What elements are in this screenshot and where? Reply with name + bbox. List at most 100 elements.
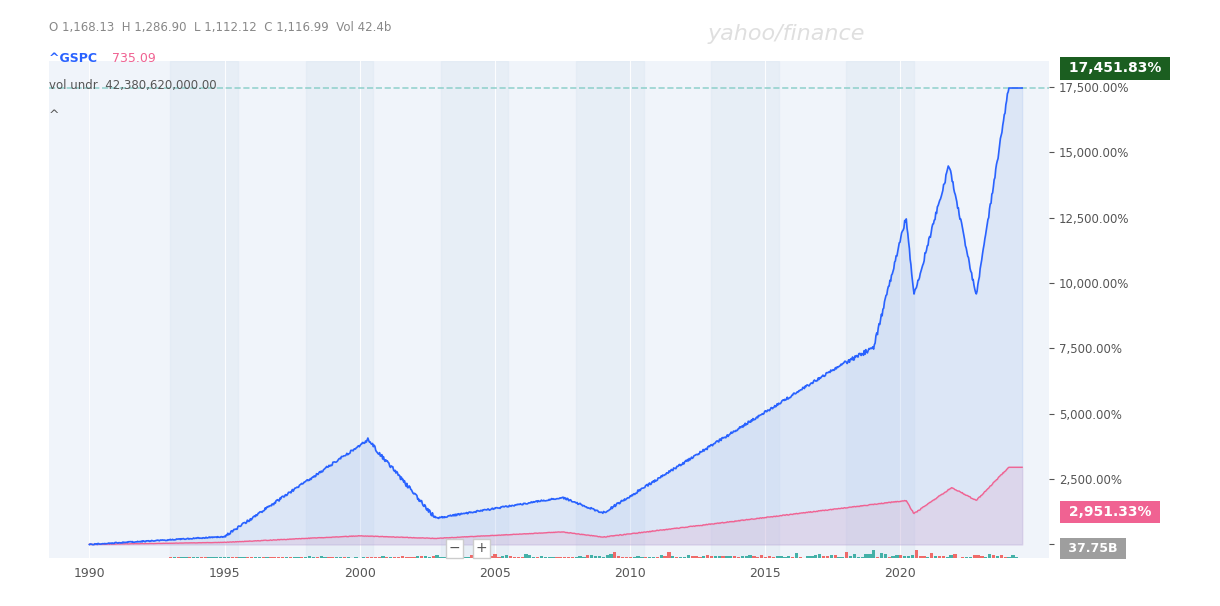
Bar [254, 557, 257, 558]
Bar [972, 555, 976, 558]
Bar [516, 557, 520, 558]
Bar [525, 554, 527, 558]
Bar [795, 553, 798, 558]
Text: ^GSPC: ^GSPC [49, 52, 101, 64]
Bar [594, 556, 597, 558]
Bar [892, 556, 894, 558]
Bar [726, 556, 728, 558]
Bar [493, 554, 497, 558]
Bar [930, 553, 933, 558]
Bar [586, 554, 589, 558]
Bar [598, 556, 601, 558]
Bar [486, 554, 489, 558]
Bar [296, 556, 300, 558]
Bar [949, 555, 953, 558]
Bar [985, 557, 987, 558]
Text: yahoo/finance: yahoo/finance [708, 24, 865, 44]
Bar [860, 557, 864, 558]
Bar [935, 556, 937, 558]
Bar [942, 556, 946, 558]
Bar [470, 555, 473, 558]
Bar [605, 555, 609, 558]
Bar [617, 556, 620, 558]
Bar [578, 556, 582, 558]
Bar [306, 61, 373, 558]
Bar [277, 557, 281, 558]
Bar [323, 556, 327, 558]
Bar [953, 554, 956, 558]
Text: +: + [476, 541, 487, 555]
Bar [671, 556, 675, 558]
Bar [822, 556, 825, 558]
Bar [938, 556, 941, 558]
Bar [475, 556, 477, 558]
Bar [223, 557, 226, 558]
Bar [576, 61, 644, 558]
Bar [171, 61, 238, 558]
Bar [847, 61, 914, 558]
Bar [853, 554, 856, 558]
Bar [250, 556, 254, 558]
Bar [806, 556, 810, 558]
Bar [590, 556, 593, 558]
Bar [432, 556, 434, 558]
Bar [664, 556, 666, 558]
Bar [539, 556, 543, 558]
Bar [883, 554, 887, 558]
Bar [899, 555, 903, 558]
Bar [536, 557, 539, 558]
Text: vol undr  42,380,620,000.00: vol undr 42,380,620,000.00 [49, 79, 216, 92]
Bar [382, 556, 384, 558]
Bar [609, 554, 612, 558]
Bar [756, 557, 760, 558]
Bar [694, 556, 698, 558]
Bar [316, 557, 318, 558]
Bar [339, 557, 342, 558]
Bar [416, 556, 420, 558]
Bar [872, 550, 876, 558]
Bar [842, 557, 844, 558]
Bar [776, 556, 778, 558]
Bar [737, 556, 741, 558]
Bar [992, 555, 996, 558]
Bar [257, 556, 261, 558]
Bar [459, 557, 462, 558]
Text: 37.75B: 37.75B [1064, 542, 1121, 555]
Text: 17,451.83%: 17,451.83% [1064, 61, 1166, 76]
Text: ^: ^ [49, 109, 60, 122]
Bar [420, 556, 423, 558]
Bar [562, 556, 566, 558]
Bar [637, 556, 639, 558]
Bar [528, 555, 532, 558]
Bar [489, 556, 493, 558]
Bar [266, 557, 268, 558]
Bar [320, 556, 323, 558]
Bar [447, 555, 450, 558]
Text: 735.09: 735.09 [112, 52, 156, 64]
Bar [849, 556, 853, 558]
Bar [293, 557, 295, 558]
Bar [1004, 557, 1006, 558]
Bar [687, 555, 691, 558]
Bar [976, 555, 980, 558]
Bar [436, 555, 439, 558]
Bar [683, 557, 686, 558]
Bar [744, 556, 748, 558]
Bar [440, 61, 509, 558]
Bar [478, 556, 481, 558]
Bar [423, 556, 427, 558]
Bar [451, 557, 454, 558]
Bar [400, 556, 404, 558]
Bar [501, 556, 504, 558]
Bar [691, 556, 694, 558]
Text: −: − [449, 541, 460, 555]
Bar [915, 550, 917, 558]
Bar [204, 557, 207, 558]
Bar [710, 556, 714, 558]
Bar [741, 556, 744, 558]
Bar [512, 557, 516, 558]
Text: O 1,168.13  H 1,286.90  L 1,112.12  C 1,116.99  Vol 42.4b: O 1,168.13 H 1,286.90 L 1,112.12 C 1,116… [49, 21, 392, 34]
Bar [981, 556, 983, 558]
Bar [753, 556, 755, 558]
Bar [640, 556, 643, 558]
